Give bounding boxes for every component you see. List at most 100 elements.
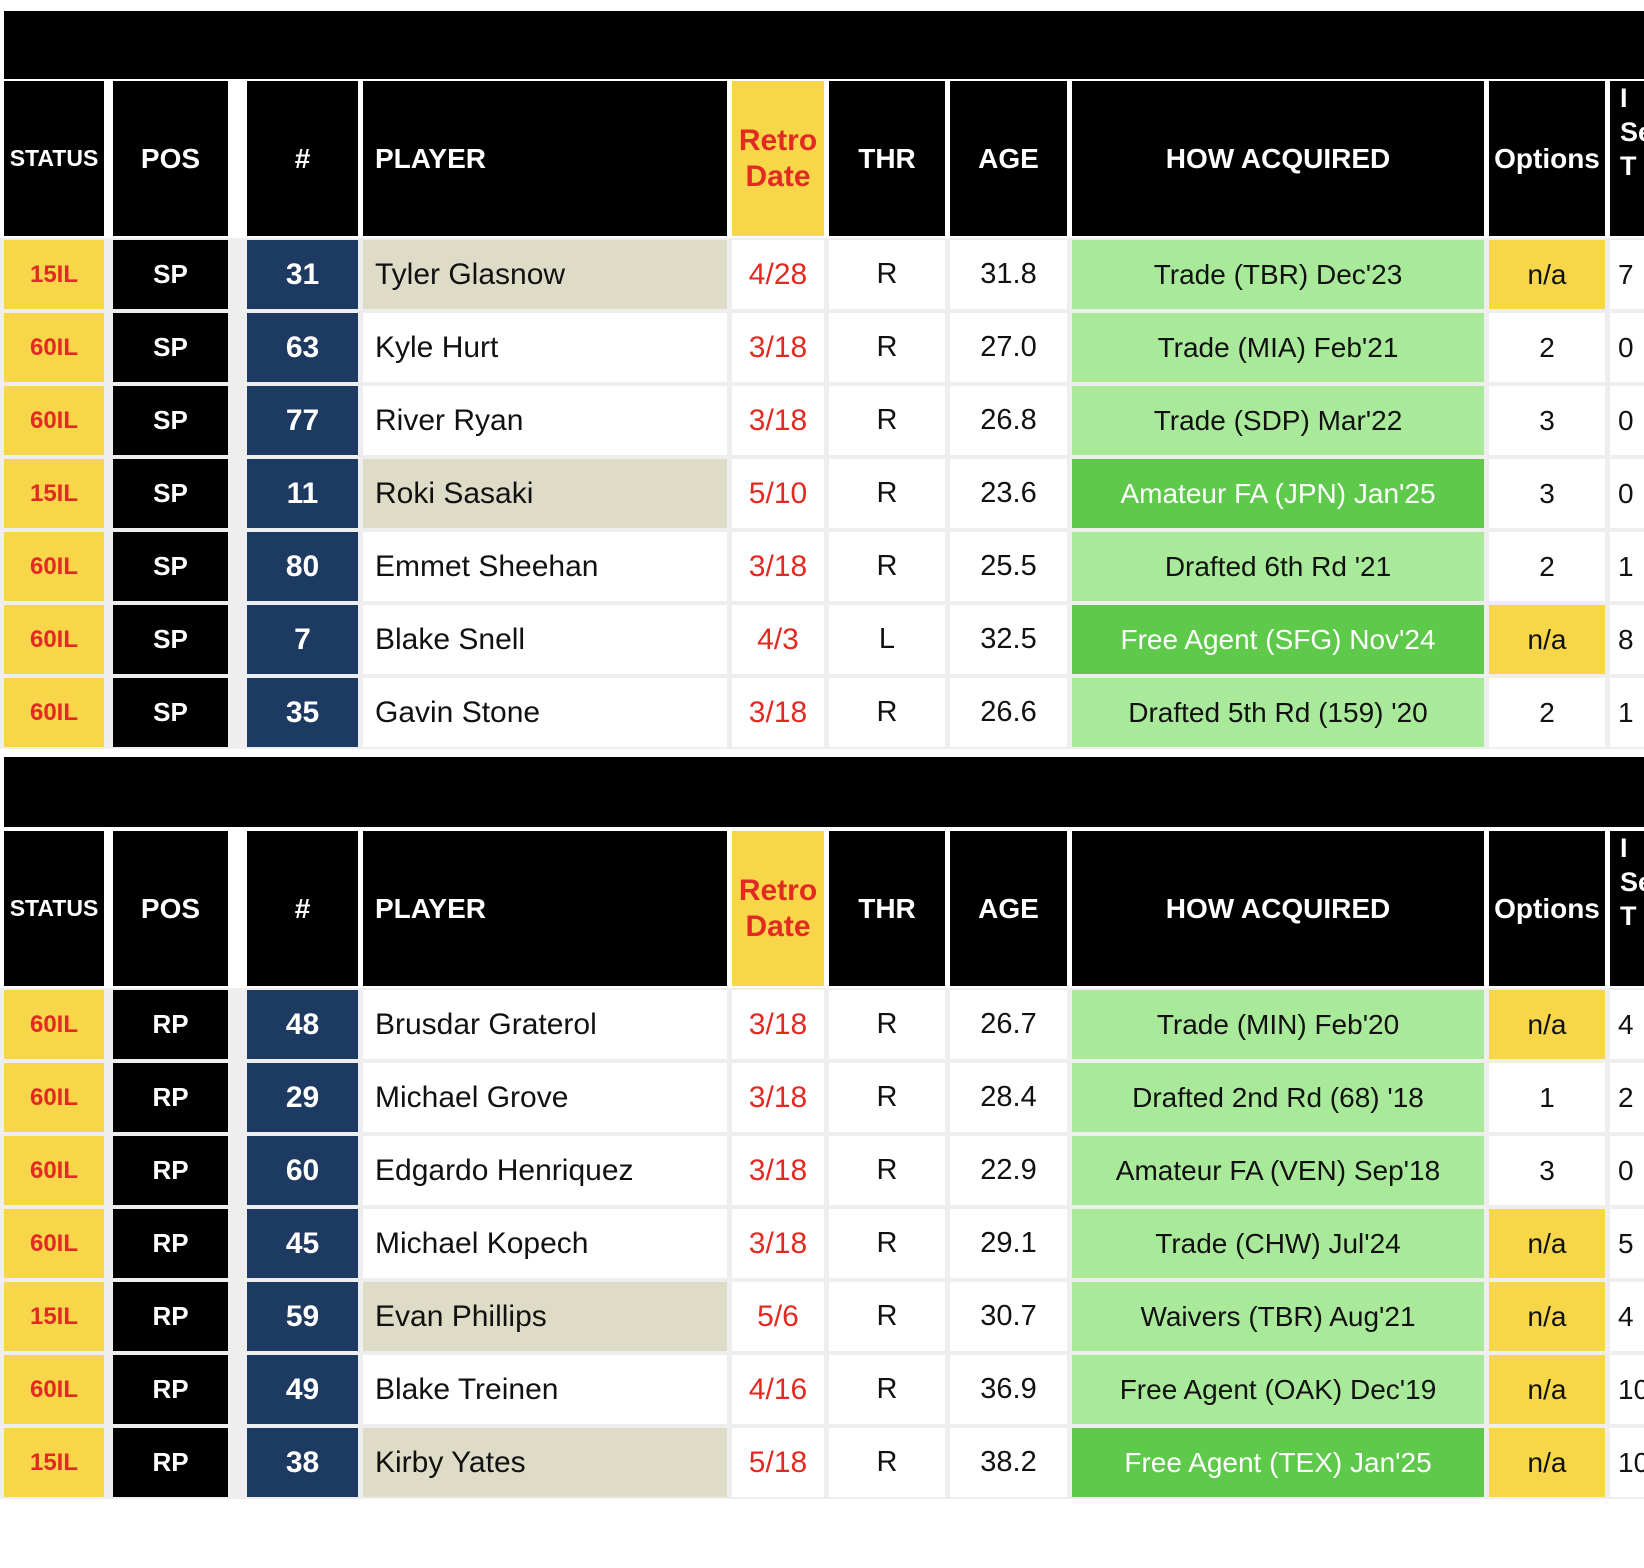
header-how-acquired[interactable]: HOW ACQUIRED <box>1072 831 1484 986</box>
position-cell: RP <box>113 1355 228 1424</box>
cut-off-cell: 0 <box>1610 459 1644 528</box>
age-value: 28.4 <box>980 1081 1037 1113</box>
retro-date-cell: 3/18 <box>732 386 824 455</box>
options-value: 1 <box>1539 1081 1555 1113</box>
cut-off-cell: 4 <box>1610 1282 1644 1351</box>
starters-section-banner <box>4 11 1644 79</box>
position-cell: SP <box>113 678 228 747</box>
options-cell: 3 <box>1489 386 1605 455</box>
header-retro-date[interactable]: Retro Date <box>732 81 824 236</box>
how-acquired-cell: Trade (TBR) Dec'23 <box>1072 240 1484 309</box>
header-player[interactable]: PLAYER <box>363 81 727 236</box>
player-name-cell[interactable]: Brusdar Graterol <box>363 990 727 1059</box>
player-name-cell[interactable]: Gavin Stone <box>363 678 727 747</box>
header-player[interactable]: PLAYER <box>363 831 727 986</box>
status-value: 15IL <box>29 1448 79 1476</box>
jersey-number-value: 60 <box>285 1153 320 1187</box>
how-acquired-value: Free Agent (TEX) Jan'25 <box>1124 1446 1432 1478</box>
how-acquired-cell: Trade (MIN) Feb'20 <box>1072 990 1484 1059</box>
jersey-number-value: 59 <box>285 1299 320 1333</box>
how-acquired-value: Free Agent (SFG) Nov'24 <box>1120 623 1436 655</box>
retro-date-cell: 3/18 <box>732 532 824 601</box>
player-name-cell[interactable]: River Ryan <box>363 386 727 455</box>
options-value: 2 <box>1539 331 1555 363</box>
how-acquired-cell: Free Agent (OAK) Dec'19 <box>1072 1355 1484 1424</box>
position-cell: RP <box>113 990 228 1059</box>
retro-date-value: 5/18 <box>748 1445 808 1479</box>
status-value: 60IL <box>29 1010 79 1038</box>
throws-cell: R <box>829 386 945 455</box>
header-cut-off-column[interactable]: I Se T <box>1610 81 1644 236</box>
status-badge: 60IL <box>4 532 104 601</box>
retro-date-value: 3/18 <box>748 1226 808 1260</box>
jersey-number-value: 77 <box>285 403 320 437</box>
jersey-number-value: 45 <box>285 1226 320 1260</box>
player-name-cell[interactable]: Kirby Yates <box>363 1428 727 1497</box>
player-name-cell[interactable]: Edgardo Henriquez <box>363 1136 727 1205</box>
header-number[interactable]: # <box>247 831 358 986</box>
player-name-cell[interactable]: Roki Sasaki <box>363 459 727 528</box>
header-pos[interactable]: POS <box>113 831 228 986</box>
retro-date-value: 3/18 <box>748 1080 808 1114</box>
age-value: 32.5 <box>980 623 1037 655</box>
throws-value: L <box>878 623 896 655</box>
throws-cell: R <box>829 240 945 309</box>
position-value: SP <box>153 478 188 508</box>
how-acquired-value: Amateur FA (VEN) Sep'18 <box>1115 1154 1441 1186</box>
age-cell: 22.9 <box>950 1136 1067 1205</box>
retro-date-value: 5/6 <box>757 1299 799 1333</box>
position-value: SP <box>153 332 188 362</box>
player-name-cell[interactable]: Blake Treinen <box>363 1355 727 1424</box>
header-age-label: AGE <box>978 892 1039 924</box>
options-value: n/a <box>1527 1300 1567 1332</box>
cut-off-cell: 1 <box>1610 532 1644 601</box>
options-value: n/a <box>1527 258 1567 290</box>
jersey-number-value: 80 <box>285 549 320 583</box>
header-age[interactable]: AGE <box>950 81 1067 236</box>
player-name-cell[interactable]: Emmet Sheehan <box>363 532 727 601</box>
header-options[interactable]: Options <box>1489 81 1605 236</box>
cut-off-value: 4 <box>1618 1008 1634 1040</box>
player-name-cell[interactable]: Kyle Hurt <box>363 313 727 382</box>
age-value: 22.9 <box>980 1154 1037 1186</box>
header-thr[interactable]: THR <box>829 831 945 986</box>
age-cell: 26.7 <box>950 990 1067 1059</box>
header-age[interactable]: AGE <box>950 831 1067 986</box>
header-status[interactable]: STATUS <box>4 831 104 986</box>
header-pos-label: POS <box>140 892 201 924</box>
player-name-cell[interactable]: Michael Grove <box>363 1063 727 1132</box>
player-name-cell[interactable]: Tyler Glasnow <box>363 240 727 309</box>
header-pos[interactable]: POS <box>113 81 228 236</box>
status-badge: 15IL <box>4 1428 104 1497</box>
age-value: 29.1 <box>980 1227 1037 1259</box>
cut-off-value: 0 <box>1618 477 1634 509</box>
age-cell: 23.6 <box>950 459 1067 528</box>
player-name: Tyler Glasnow <box>375 257 566 291</box>
status-badge: 15IL <box>4 240 104 309</box>
player-name: Michael Kopech <box>375 1226 589 1260</box>
player-name-cell[interactable]: Evan Phillips <box>363 1282 727 1351</box>
how-acquired-value: Waivers (TBR) Aug'21 <box>1140 1300 1416 1332</box>
header-retro-line1: Retro <box>738 123 818 157</box>
how-acquired-cell: Free Agent (TEX) Jan'25 <box>1072 1428 1484 1497</box>
player-name-cell[interactable]: Blake Snell <box>363 605 727 674</box>
retro-date-cell: 3/18 <box>732 313 824 382</box>
jersey-number-value: 63 <box>285 330 320 364</box>
options-cell: n/a <box>1489 1428 1605 1497</box>
header-options-label: Options <box>1494 142 1600 174</box>
header-options[interactable]: Options <box>1489 831 1605 986</box>
how-acquired-value: Amateur FA (JPN) Jan'25 <box>1120 477 1436 509</box>
header-number[interactable]: # <box>247 81 358 236</box>
throws-cell: R <box>829 1063 945 1132</box>
header-cut-off-column[interactable]: I Se T <box>1610 831 1644 986</box>
jersey-number-value: 29 <box>285 1080 320 1114</box>
header-how-acquired[interactable]: HOW ACQUIRED <box>1072 81 1484 236</box>
header-status[interactable]: STATUS <box>4 81 104 236</box>
retro-date-cell: 4/28 <box>732 240 824 309</box>
throws-cell: L <box>829 605 945 674</box>
cut-off-value: 0 <box>1618 331 1634 363</box>
throws-cell: R <box>829 313 945 382</box>
header-retro-date[interactable]: Retro Date <box>732 831 824 986</box>
player-name-cell[interactable]: Michael Kopech <box>363 1209 727 1278</box>
header-thr[interactable]: THR <box>829 81 945 236</box>
